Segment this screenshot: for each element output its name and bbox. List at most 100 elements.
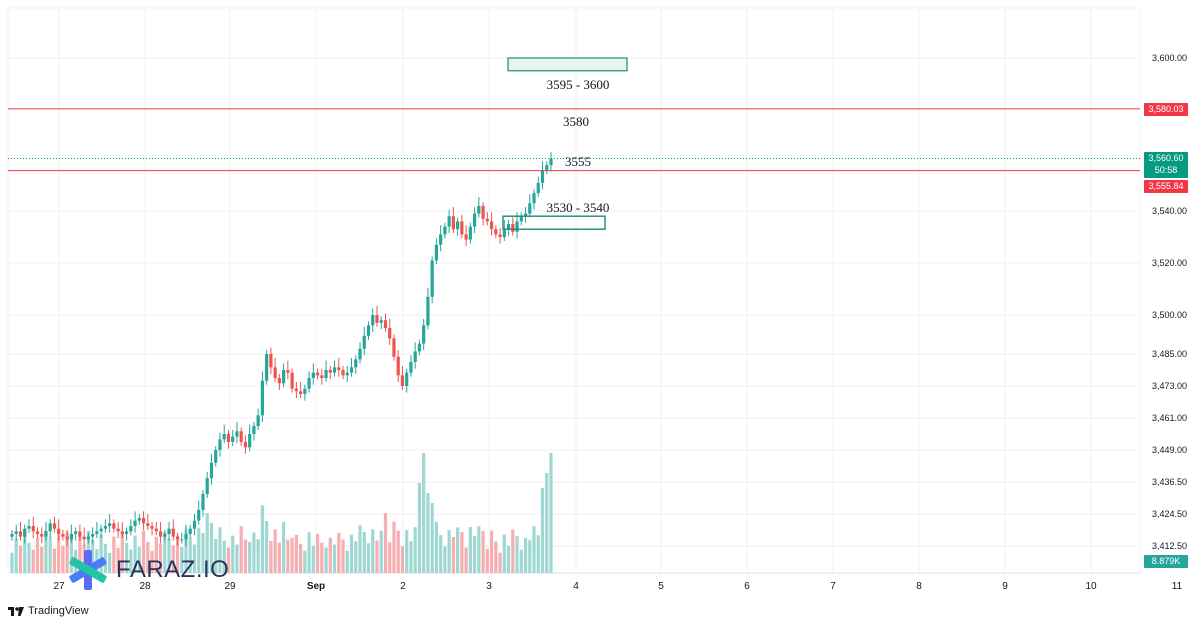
y-tick-label: 3,520.00 — [1152, 258, 1187, 268]
volume-bar — [341, 539, 345, 573]
volume-bar — [303, 550, 307, 573]
volume-bar — [286, 539, 290, 573]
volume-bar — [129, 549, 133, 573]
candle-body — [362, 335, 366, 349]
candle-body — [218, 439, 222, 450]
candle-body — [417, 343, 422, 352]
candle-body — [545, 165, 549, 171]
volume-bar — [256, 539, 260, 573]
candle-body — [422, 325, 426, 344]
zone-3595-3600 — [507, 57, 628, 72]
candle-body — [451, 216, 455, 230]
volume-bar — [231, 535, 235, 573]
volume-bar — [549, 453, 553, 573]
candle-body — [82, 536, 86, 540]
candle-body — [44, 531, 48, 537]
volume-bar — [485, 548, 489, 573]
volume-bar — [506, 545, 511, 573]
candle-body — [379, 320, 383, 323]
horizontal-levels — [8, 57, 1140, 230]
volume-bar — [392, 521, 396, 573]
volume-bar — [23, 529, 27, 573]
candle-body — [188, 528, 192, 534]
candle-body — [506, 224, 511, 230]
x-tick-label: 2 — [400, 581, 406, 592]
x-tick-label: 27 — [53, 581, 65, 592]
candle-body — [481, 205, 485, 219]
candle-body — [400, 375, 405, 386]
volume-bar — [150, 550, 154, 573]
candle-body — [197, 510, 201, 521]
volume-bar — [192, 544, 197, 573]
current-price-value: 3,560.60 — [1148, 153, 1184, 163]
x-tick-label: Sep — [307, 581, 325, 592]
volume-bar — [409, 541, 413, 573]
candle-body — [277, 378, 281, 384]
candle-body — [460, 221, 464, 235]
candle-body — [35, 531, 40, 534]
volume-bar — [103, 543, 107, 573]
candle-body — [31, 526, 35, 532]
candle-body — [14, 531, 18, 534]
volume-bar — [307, 532, 311, 573]
candle-body — [523, 213, 528, 217]
candle-body — [430, 260, 434, 297]
candle-body — [294, 388, 298, 392]
candle-body — [298, 391, 303, 394]
candle-body — [61, 534, 65, 537]
volume-bar — [337, 532, 341, 573]
volume-bars — [10, 453, 553, 573]
candle-body — [341, 370, 345, 376]
candle-body — [290, 372, 294, 389]
volume-bar — [371, 529, 375, 573]
annotation-zone-bottom: 3530 - 3540 — [547, 200, 610, 215]
candle-body — [120, 531, 124, 534]
candle-body — [10, 534, 14, 537]
volume-bar — [282, 522, 286, 573]
volume-bar — [439, 535, 443, 573]
volume-bar — [154, 536, 158, 573]
candle-body — [528, 203, 532, 214]
candle-body — [27, 526, 31, 529]
candle-body — [243, 442, 248, 448]
volume-bar — [112, 536, 116, 573]
tradingview-brand[interactable]: TradingView — [8, 605, 89, 617]
candle-body — [235, 431, 239, 437]
volume-bar — [494, 541, 498, 573]
candle-body — [515, 221, 519, 232]
x-tick-label: 7 — [830, 581, 836, 592]
volume-bar — [396, 530, 400, 573]
candle-body — [540, 170, 545, 183]
candle-body — [409, 362, 413, 373]
x-tick-label: 9 — [1002, 581, 1008, 592]
volume-bar — [498, 552, 502, 573]
candle-body — [239, 431, 243, 442]
volume-bar — [141, 530, 146, 573]
candle-body — [256, 415, 260, 426]
volume-bar — [473, 536, 477, 573]
volume-bar — [362, 532, 366, 573]
volume-bar — [328, 537, 332, 573]
candle-body — [150, 526, 154, 529]
plot-frame — [7, 7, 1141, 574]
candle-body — [396, 356, 400, 376]
volume-bar — [124, 542, 129, 573]
candle-body — [184, 534, 188, 540]
volume-bar — [413, 527, 417, 573]
volume-bar — [158, 543, 163, 573]
candle-body — [473, 213, 477, 227]
candle-body — [163, 534, 167, 537]
volume-bar — [311, 545, 315, 573]
candle-body — [137, 518, 141, 521]
volume-bar — [451, 537, 455, 573]
tradingview-icon — [8, 606, 24, 616]
candle-body — [388, 328, 392, 339]
volume-bar — [163, 531, 167, 573]
x-tick-label: 4 — [573, 581, 579, 592]
candle-body — [405, 372, 409, 386]
volume-bar — [502, 534, 506, 573]
volume-bar — [188, 537, 192, 573]
volume-bar — [443, 546, 447, 573]
volume-bar — [345, 550, 349, 573]
